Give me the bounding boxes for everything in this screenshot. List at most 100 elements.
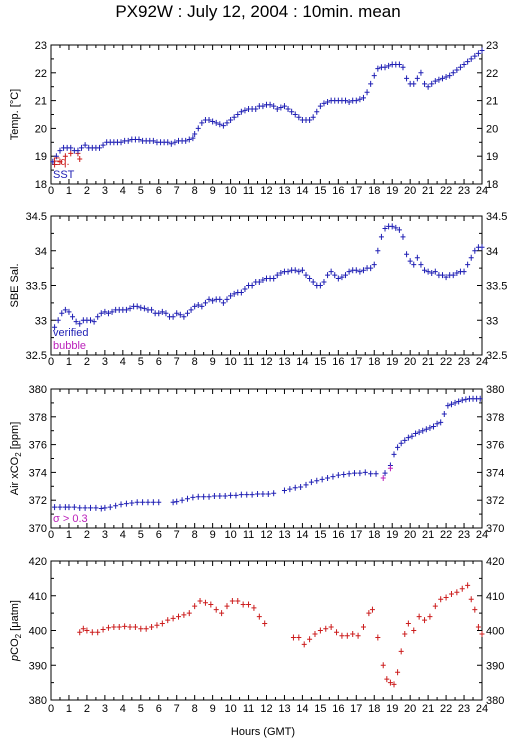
data-point — [375, 247, 381, 254]
x-tick-label: 3 — [102, 356, 108, 368]
data-point — [77, 504, 83, 511]
data-point — [396, 61, 402, 68]
y-tick-label-left: 374 — [29, 467, 47, 479]
chart-title: PX92W : July 12, 2004 : 10min. mean — [115, 2, 400, 21]
data-point — [368, 80, 374, 87]
data-point — [409, 433, 415, 440]
x-tick-label: 12 — [260, 703, 272, 715]
x-tick-label: 17 — [350, 356, 362, 368]
data-point — [82, 504, 88, 511]
data-point — [265, 490, 271, 497]
data-point — [249, 282, 255, 289]
data-point — [413, 430, 419, 437]
data-point — [339, 274, 345, 281]
data-point — [95, 629, 101, 636]
data-point — [62, 153, 68, 160]
data-point — [400, 233, 406, 240]
data-point — [220, 122, 226, 129]
data-point — [199, 303, 205, 310]
data-point — [271, 275, 277, 282]
data-point — [346, 268, 352, 275]
legend-entry: σ > 0.3 — [53, 513, 88, 525]
x-tick-label: 20 — [404, 185, 416, 197]
x-tick-label: 13 — [278, 185, 290, 197]
y-tick-label-left: 34.5 — [26, 211, 47, 223]
y-tick-label-left: 21 — [35, 96, 47, 108]
data-point — [186, 136, 192, 143]
y-tick-label-right: 33.5 — [486, 281, 507, 293]
data-point — [395, 669, 401, 676]
data-point — [369, 606, 375, 613]
data-point — [350, 630, 356, 637]
data-point — [159, 308, 165, 315]
y-axis-label-part: CO — [9, 638, 21, 655]
data-point — [341, 471, 347, 478]
data-point — [425, 83, 431, 90]
data-point — [389, 223, 395, 230]
data-point — [75, 147, 81, 154]
chart-panel-3: 0 1 2 3 4 5 6 7 8 9 10 11 12 13 14 15 16 17 18 19 20 21 22 23 24… — [9, 384, 504, 541]
data-point — [235, 597, 241, 604]
data-point — [360, 624, 366, 631]
data-point — [407, 258, 413, 265]
y-tick-label-left: 376 — [29, 440, 47, 452]
data-point — [289, 108, 295, 115]
data-point — [217, 121, 223, 128]
x-tick-label: 3 — [102, 529, 108, 541]
data-point — [217, 296, 223, 303]
data-point — [255, 490, 261, 497]
x-tick-label: 22 — [440, 529, 452, 541]
data-point — [328, 624, 334, 631]
data-point — [159, 620, 165, 627]
y-tick-label-right: 22 — [486, 68, 498, 80]
data-point — [314, 477, 320, 484]
y-tick-label-left: 33 — [35, 315, 47, 327]
data-point — [402, 437, 408, 444]
data-point — [111, 624, 117, 631]
data-point — [445, 402, 451, 409]
data-point — [149, 306, 155, 313]
data-point — [438, 596, 444, 603]
data-point — [443, 594, 449, 601]
x-tick-label: 0 — [48, 703, 54, 715]
x-tick-label: 18 — [368, 703, 380, 715]
data-point — [138, 304, 144, 311]
x-tick-label: 22 — [440, 703, 452, 715]
data-point — [240, 601, 246, 608]
x-tick-label: 4 — [120, 529, 126, 541]
data-point — [107, 504, 113, 511]
x-tick-label: 19 — [386, 703, 398, 715]
data-point — [84, 627, 90, 634]
data-point — [224, 119, 230, 126]
data-point — [357, 96, 363, 103]
data-point — [68, 144, 74, 151]
data-point — [96, 144, 102, 151]
data-point — [57, 147, 63, 154]
data-point — [448, 591, 454, 598]
data-point — [50, 158, 56, 165]
y-tick-label-right: 23 — [486, 40, 498, 52]
y-axis-label: Temp. [°C] — [9, 89, 21, 140]
data-point — [364, 89, 370, 96]
data-point — [156, 310, 162, 317]
y-axis-label-part: [μatm] — [9, 600, 21, 634]
y-tick-label-right: 376 — [486, 440, 504, 452]
x-tick-label: 13 — [278, 356, 290, 368]
data-point — [98, 310, 104, 317]
data-point — [66, 504, 72, 511]
data-point — [267, 101, 273, 108]
x-tick-label: 14 — [296, 529, 308, 541]
data-point — [434, 420, 440, 427]
y-axis-label-subscript: 2 — [14, 452, 23, 457]
data-point — [217, 493, 223, 500]
x-tick-label: 9 — [210, 703, 216, 715]
data-point — [143, 625, 149, 632]
data-point — [82, 142, 88, 149]
x-tick-label: 6 — [156, 703, 162, 715]
data-point — [461, 61, 467, 68]
data-point — [463, 396, 469, 403]
x-tick-label: 2 — [84, 703, 90, 715]
data-point — [249, 491, 255, 498]
data-point — [429, 80, 435, 87]
